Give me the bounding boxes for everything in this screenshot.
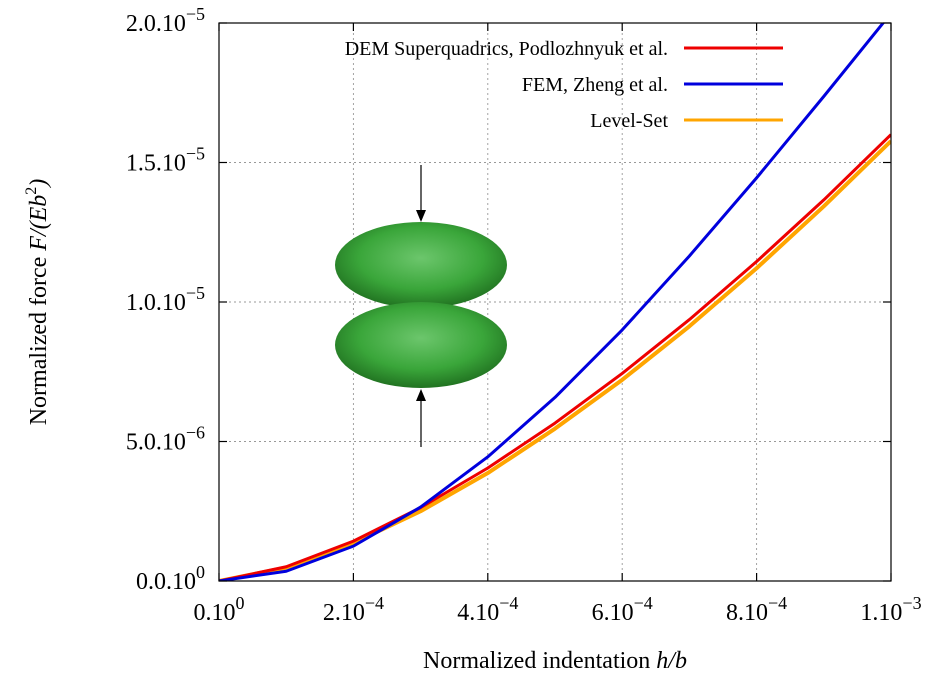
x-tick-label: 8.10−4	[726, 593, 787, 626]
y-tick-label: 5.0.10−6	[126, 423, 205, 456]
series-line-2	[219, 139, 891, 581]
y-tick-label: 1.0.10−5	[126, 283, 205, 316]
x-axis: 0.100 2.10−4 4.10−4 6.10−4 8.10−4 1.10−3	[194, 23, 922, 626]
x-tick-label: 1.10−3	[860, 593, 921, 626]
y-tick-label: 2.0.10−5	[126, 4, 205, 37]
legend: DEM Superquadrics, Podlozhnyuk et al. FEM…	[345, 38, 783, 132]
upper-ellipsoid	[335, 222, 507, 308]
legend-label: DEM Superquadrics, Podlozhnyuk et al.	[345, 38, 668, 60]
lower-ellipsoid	[335, 302, 507, 388]
x-tick-label: 0.100	[194, 593, 245, 626]
up-arrow-head	[416, 389, 426, 401]
x-tick-label: 4.10−4	[457, 593, 518, 626]
series-line-1	[219, 23, 886, 581]
y-axis: 0.0.100 5.0.10−6 1.0.10−5 1.5.10−5 2.0.10−5	[126, 4, 891, 595]
x-axis-title: Normalized indentation h/b	[423, 648, 687, 674]
legend-label: FEM, Zheng et al.	[522, 74, 668, 96]
y-tick-label: 0.0.100	[136, 562, 205, 595]
y-tick-label: 1.5.10−5	[126, 144, 205, 177]
y-axis-title: Normalized force F/(Eb2)	[23, 179, 52, 426]
down-arrow-head	[416, 210, 426, 222]
x-tick-label: 2.10−4	[323, 593, 384, 626]
series-line-0	[219, 133, 891, 581]
series-layer	[219, 23, 891, 581]
legend-label: Level-Set	[590, 110, 668, 132]
grid	[219, 23, 891, 581]
inset-ellipsoids	[335, 165, 507, 447]
x-tick-label: 6.10−4	[592, 593, 653, 626]
